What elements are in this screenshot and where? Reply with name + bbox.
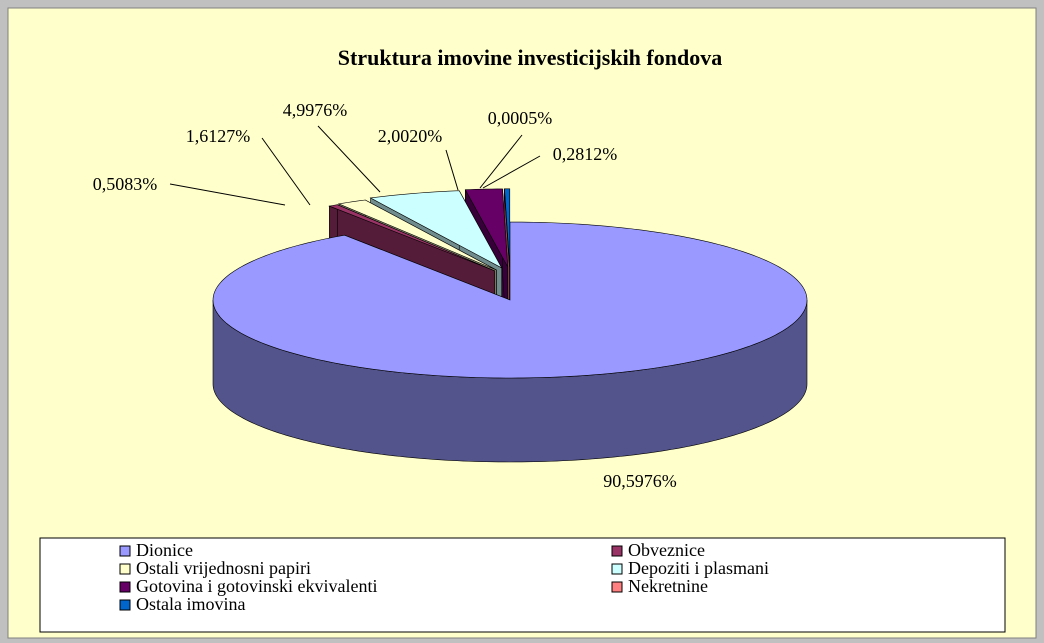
- slice-top: [328, 204, 495, 272]
- chart-title: Struktura imovine investicijskih fondova: [338, 45, 722, 70]
- legend: Dionice Obveznice Ostali vrijednosni papir…: [119, 540, 769, 614]
- slice-top: [503, 188, 510, 267]
- leader-line: [482, 155, 541, 189]
- slice-top: [212, 221, 808, 379]
- legend-swatch: [119, 599, 131, 611]
- legend-label: Ostali vrijednosni papiri: [136, 558, 311, 578]
- legend-label: Dionice: [136, 540, 193, 560]
- data-label: 1,6127%: [186, 126, 251, 146]
- slice-top: [464, 188, 509, 268]
- legend-swatch: [119, 563, 131, 575]
- legend-label: Gotovina i gotovinski ekvivalenti: [136, 576, 377, 596]
- data-label: 0,5083%: [93, 174, 158, 194]
- legend-label: Ostala imovina: [136, 594, 245, 614]
- legend-swatch: [611, 581, 623, 593]
- data-label: 0,2812%: [553, 144, 618, 164]
- leader-line: [317, 125, 381, 193]
- slice-top: [369, 190, 503, 269]
- leader-line: [445, 149, 459, 191]
- legend-label: Depoziti i plasmani: [628, 558, 769, 578]
- legend-swatch: [611, 545, 623, 557]
- legend-box: [39, 537, 1006, 633]
- legend-label: Nekretnine: [628, 576, 708, 596]
- slice-top: [337, 199, 497, 271]
- leader-line: [479, 134, 523, 189]
- legend-swatch: [119, 545, 131, 557]
- data-labels: 90,5976% 0,5083% 1,6127% 4,9976% 2,0020% 0,00…: [93, 100, 677, 491]
- data-label: 2,0020%: [378, 126, 443, 146]
- leader-line: [169, 183, 286, 206]
- data-label: 90,5976%: [603, 471, 677, 491]
- data-label: 0,0005%: [488, 108, 553, 128]
- pie: [212, 188, 808, 463]
- legend-swatch: [119, 581, 131, 593]
- data-label: 4,9976%: [283, 100, 348, 120]
- legend-label: Obveznice: [628, 540, 705, 560]
- leader-line: [261, 137, 311, 206]
- pie-slice: [212, 221, 808, 463]
- legend-swatch: [611, 563, 623, 575]
